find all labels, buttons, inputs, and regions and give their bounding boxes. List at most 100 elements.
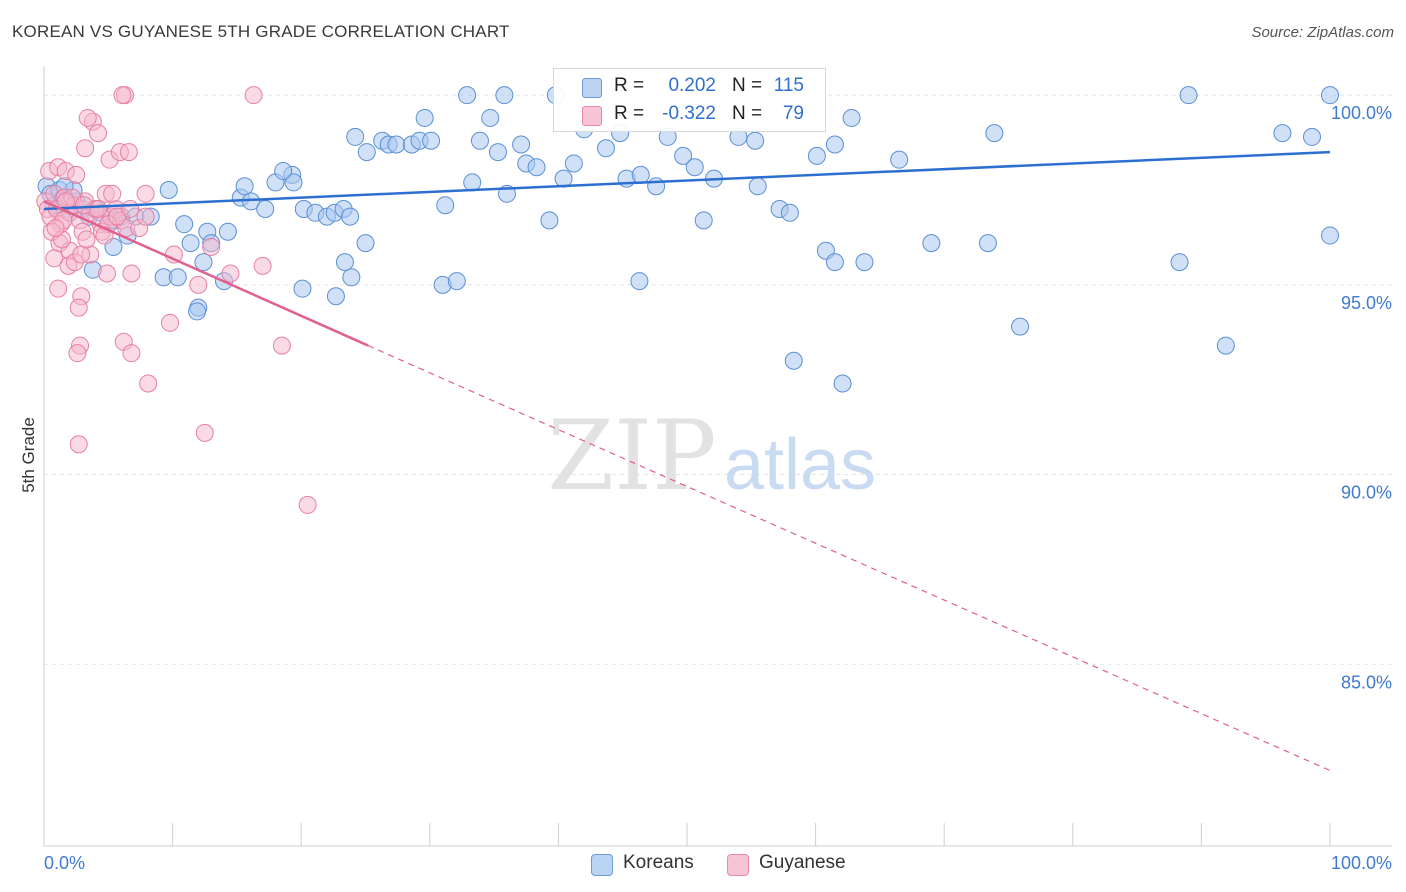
grid-lines [44, 94, 1392, 665]
korean-point [685, 158, 704, 177]
korean-point [540, 211, 559, 230]
korean-point [188, 302, 207, 321]
legend-n-value: 115 [773, 75, 804, 96]
korean-swatch [591, 854, 613, 876]
guyanese-trend-extension [367, 345, 1331, 772]
korean-point [825, 253, 844, 272]
axes [43, 66, 1392, 847]
legend-r-value: 0.202 [668, 75, 716, 96]
korean-point [855, 253, 874, 272]
korean-point [159, 181, 178, 200]
y-tick-label: 95.0% [1341, 293, 1392, 313]
korean-point [1216, 336, 1235, 355]
guyanese-swatch [582, 106, 602, 126]
guyanese-point [189, 275, 208, 294]
legend-row-koreans: R = 0.202 N = 115 [554, 72, 825, 102]
korean-point [235, 177, 254, 196]
korean-point [842, 108, 861, 127]
korean-point [293, 279, 312, 298]
korean-point [564, 154, 583, 173]
guyanese-point [46, 218, 65, 237]
korean-point [488, 143, 507, 162]
korean-point [674, 146, 693, 165]
guyanese-point [76, 139, 95, 158]
korean-point [630, 272, 649, 291]
korean-point [784, 351, 803, 370]
korean-point [922, 234, 941, 253]
x-tick-label: 100.0% [1331, 853, 1392, 873]
korean-point [470, 131, 489, 150]
chart-title: KOREAN VS GUYANESE 5TH GRADE CORRELATION… [12, 22, 510, 41]
korean-point [1321, 226, 1339, 245]
korean-point [1170, 253, 1189, 272]
legend-guyanese-label: Guyanese [759, 852, 846, 873]
guyanese-point [136, 184, 155, 203]
trend-lines [43, 150, 1331, 772]
korean-point [335, 253, 354, 272]
korean-point [495, 86, 514, 105]
korean-point [748, 177, 767, 196]
korean-swatch [582, 78, 602, 98]
korean-point [1011, 317, 1030, 336]
korean-point [825, 135, 844, 154]
korean-point [326, 287, 345, 306]
guyanese-point [161, 313, 180, 332]
korean-point [694, 211, 713, 230]
korean-point [985, 124, 1004, 143]
y-tick-label: 100.0% [1331, 103, 1392, 123]
guyanese-point [72, 245, 91, 264]
korean-trend-line [43, 150, 1331, 211]
korean-point [256, 199, 275, 218]
legend-n-label: N = [732, 103, 763, 124]
correlation-legend: R = 0.202 N = 115 R = -0.322 N = 79 [553, 68, 826, 132]
korean-point [447, 272, 466, 291]
korean-point [631, 165, 650, 184]
legend-r-label: R = [614, 75, 645, 96]
legend-r-label: R = [614, 103, 645, 124]
korean-point [342, 268, 361, 287]
korean-point [458, 86, 477, 105]
korean-point [890, 150, 909, 169]
korean-point [512, 135, 531, 154]
guyanese-point [78, 108, 97, 127]
guyanese-point [45, 249, 64, 268]
korean-point [387, 135, 406, 154]
korean-point [780, 203, 799, 222]
korean-point [284, 173, 303, 192]
korean-point [527, 158, 546, 177]
korean-point [1273, 124, 1292, 143]
tick-labels: 85.0% 90.0% 95.0% 100.0% 0.0% 100.0% [44, 103, 1392, 873]
watermark-atlas: atlas [724, 425, 876, 505]
korean-point [168, 268, 187, 287]
korean-point [1179, 86, 1198, 105]
korean-point [175, 215, 194, 234]
guyanese-point [69, 435, 88, 454]
guyanese-point [244, 86, 263, 105]
guyanese-point [253, 256, 272, 275]
guyanese-point [89, 124, 108, 143]
y-axis-label: 5th Grade [19, 417, 38, 493]
x-tick-label: 0.0% [44, 853, 85, 873]
guyanese-point [113, 86, 132, 105]
legend-r-value: -0.322 [662, 103, 716, 124]
guyanese-point [195, 423, 214, 442]
korean-point [436, 196, 455, 215]
korean-point [833, 374, 852, 393]
legend-koreans-label: Koreans [623, 852, 694, 873]
korean-point [218, 222, 237, 241]
guyanese-point [69, 298, 88, 317]
watermark-zip: ZIP [547, 400, 716, 512]
korean-point [596, 139, 615, 158]
guyanese-point [272, 336, 291, 355]
legend-n-value: 79 [782, 103, 804, 124]
guyanese-point [68, 344, 87, 363]
guyanese-point [77, 230, 96, 249]
y-tick-label: 85.0% [1341, 672, 1392, 692]
guyanese-point [298, 495, 317, 514]
korean-point [341, 207, 360, 226]
korean-point [481, 108, 500, 127]
guyanese-points [36, 86, 317, 514]
korean-point [1321, 86, 1339, 105]
guyanese-point [136, 207, 155, 226]
